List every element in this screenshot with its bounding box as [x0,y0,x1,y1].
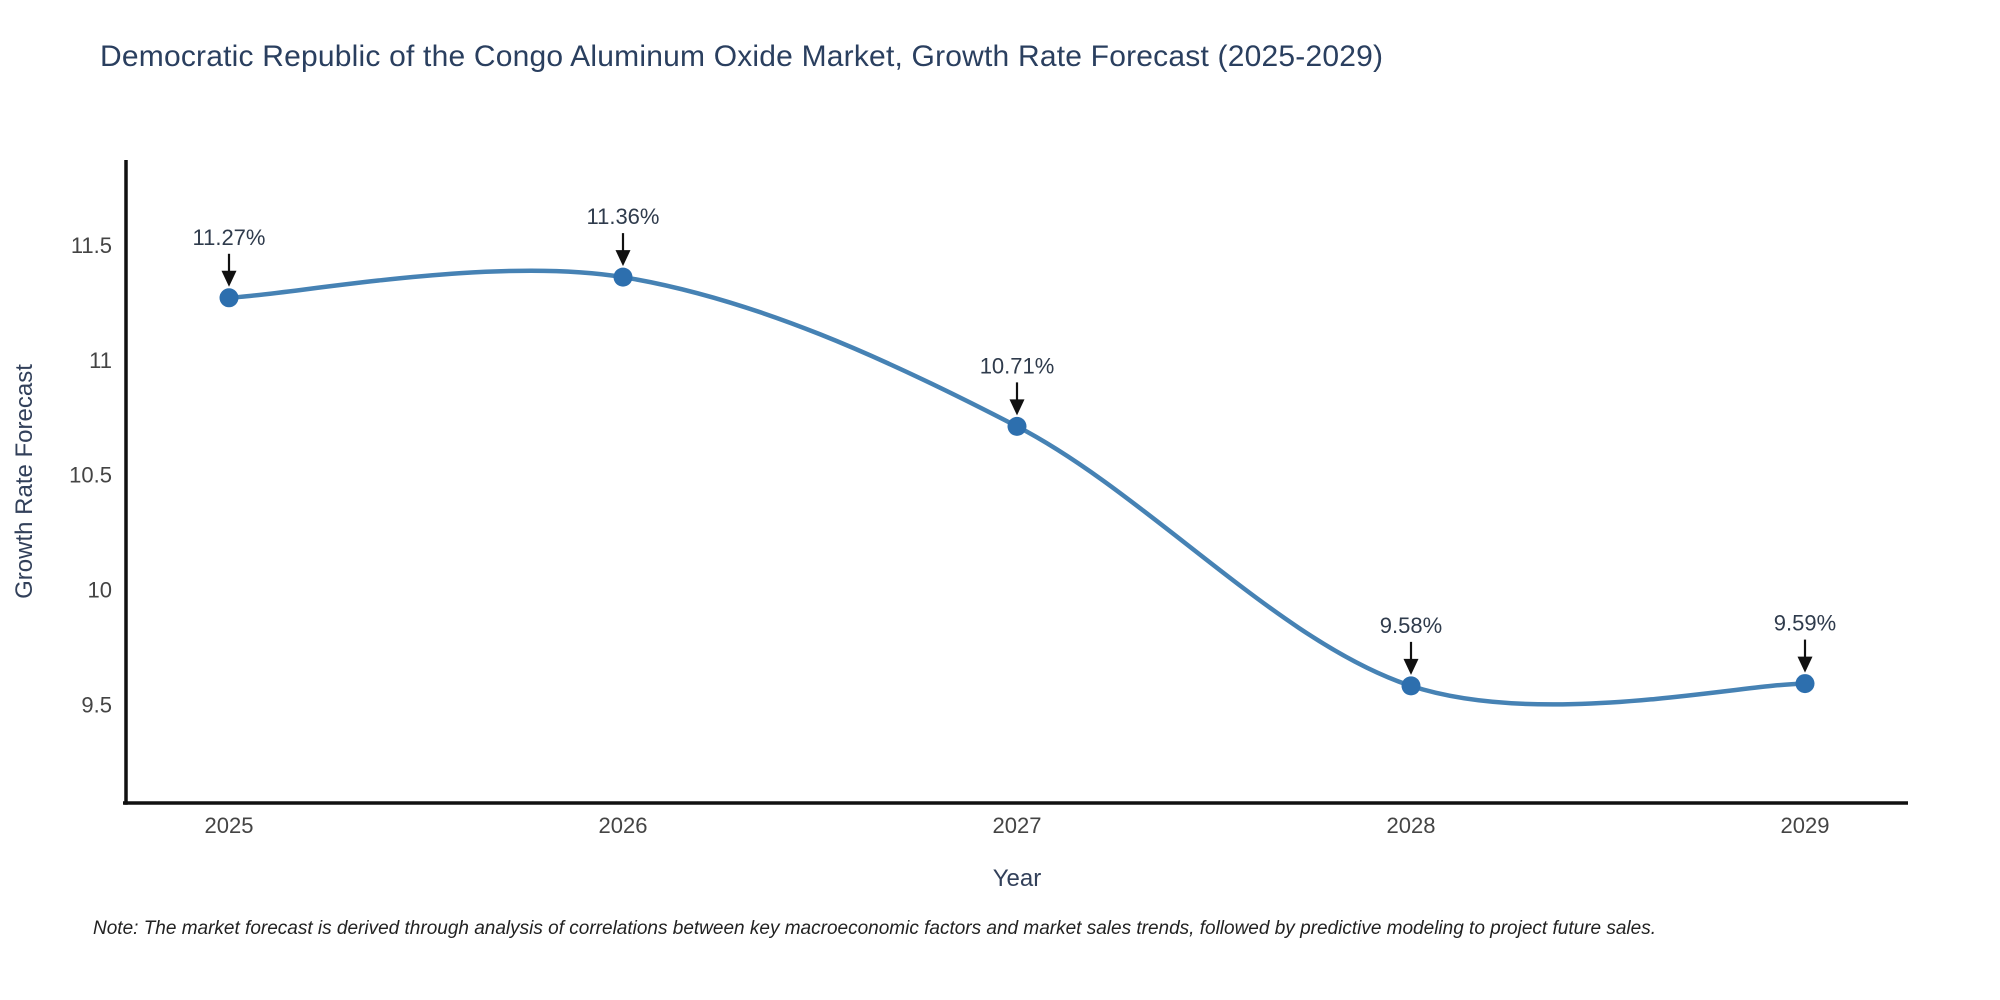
x-tick-label: 2028 [1387,813,1436,838]
x-tick-label: 2027 [993,813,1042,838]
y-tick-label: 11 [89,348,112,373]
chart-title: Democratic Republic of the Congo Aluminu… [100,40,1384,73]
data-point-marker[interactable] [1007,416,1027,436]
data-point-marker[interactable] [1795,674,1815,694]
annotation-arrowhead-icon [1797,656,1813,673]
annotation-arrowhead-icon [221,270,237,287]
data-point-marker[interactable] [219,288,239,308]
y-tick-label: 9.5 [81,692,112,717]
annotation-arrowhead-icon [615,250,631,267]
y-tick-label: 10.5 [69,463,112,488]
y-tick-label: 11.5 [71,233,112,258]
x-tick-label: 2026 [599,813,648,838]
annotation-label: 9.59% [1774,611,1836,636]
x-axis-title: Year [993,865,1042,892]
x-tick-label: 2029 [1781,813,1830,838]
data-point-marker[interactable] [613,267,633,287]
data-point-marker[interactable] [1401,676,1421,696]
x-tick-label: 2025 [205,813,254,838]
y-tick-label: 10 [88,577,112,602]
annotation-arrowhead-icon [1009,399,1025,416]
y-axis-title: Growth Rate Forecast [11,364,38,599]
annotation-label: 10.71% [980,353,1055,378]
annotation-arrowhead-icon [1403,658,1419,675]
annotation-label: 9.58% [1380,613,1442,638]
annotation-label: 11.36% [587,204,660,229]
forecast-line-series [226,268,1808,707]
chart-footnote: Note: The market forecast is derived thr… [93,918,1656,939]
annotation-label: 11.27% [193,225,266,250]
